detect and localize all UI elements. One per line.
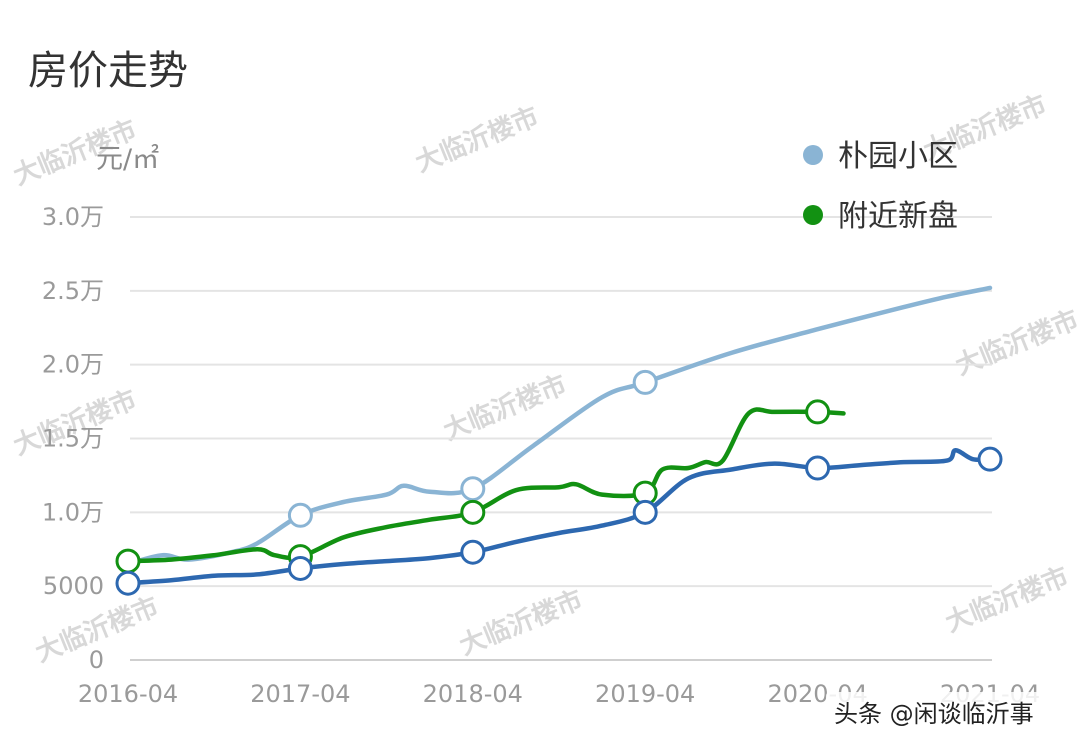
y-tick-label: 1.0万	[42, 498, 104, 526]
data-point-1	[805, 399, 831, 425]
series-line-0	[125, 285, 993, 567]
legend-marker-0	[803, 145, 823, 165]
legend-label-0: 朴园小区	[838, 139, 958, 174]
data-point-2	[977, 446, 1003, 472]
watermark: 大临沂楼市	[941, 561, 1073, 638]
series-lines	[125, 285, 993, 586]
chart-title: 房价走势	[28, 48, 188, 94]
watermark: 大临沂楼市	[951, 304, 1080, 381]
watermark: 大临沂楼市	[411, 101, 543, 178]
data-point-0	[460, 476, 486, 502]
data-point-2	[115, 570, 141, 596]
credit-badge: 头条 @闲谈临沂事	[826, 692, 1064, 736]
y-tick-label: 3.0万	[42, 203, 104, 231]
y-axis-unit: 元/㎡	[96, 144, 159, 175]
credit-background	[826, 692, 1064, 736]
y-axis-ticks: 0 5000 1.0万 1.5万 2.0万 2.5万 3.0万	[42, 203, 104, 674]
data-point-0	[632, 369, 658, 395]
data-point-0	[287, 502, 313, 528]
y-tick-label: 2.5万	[42, 277, 104, 305]
x-tick-label: 2016-04	[78, 680, 178, 708]
y-tick-label: 0	[89, 646, 104, 674]
series-line-2	[125, 448, 993, 586]
y-tick-label: 5000	[43, 572, 104, 600]
data-point-2	[460, 539, 486, 565]
x-tick-label: 2017-04	[250, 680, 350, 708]
data-point-2	[632, 499, 658, 525]
legend-marker-1	[803, 205, 823, 225]
credit-text: 头条 @闲谈临沂事	[834, 700, 1034, 728]
data-point-1	[115, 548, 141, 574]
y-tick-label: 2.0万	[42, 351, 104, 379]
legend-label-1: 附近新盘	[838, 199, 958, 234]
data-point-1	[460, 499, 486, 525]
series-markers	[115, 369, 1003, 596]
x-tick-label: 2018-04	[423, 680, 523, 708]
data-point-2	[805, 455, 831, 481]
y-tick-label: 1.5万	[42, 425, 104, 453]
data-point-2	[287, 555, 313, 581]
watermark: 大临沂楼市	[455, 584, 587, 661]
x-tick-label: 2019-04	[595, 680, 695, 708]
series-line-1	[125, 407, 846, 564]
gridlines	[130, 216, 992, 661]
